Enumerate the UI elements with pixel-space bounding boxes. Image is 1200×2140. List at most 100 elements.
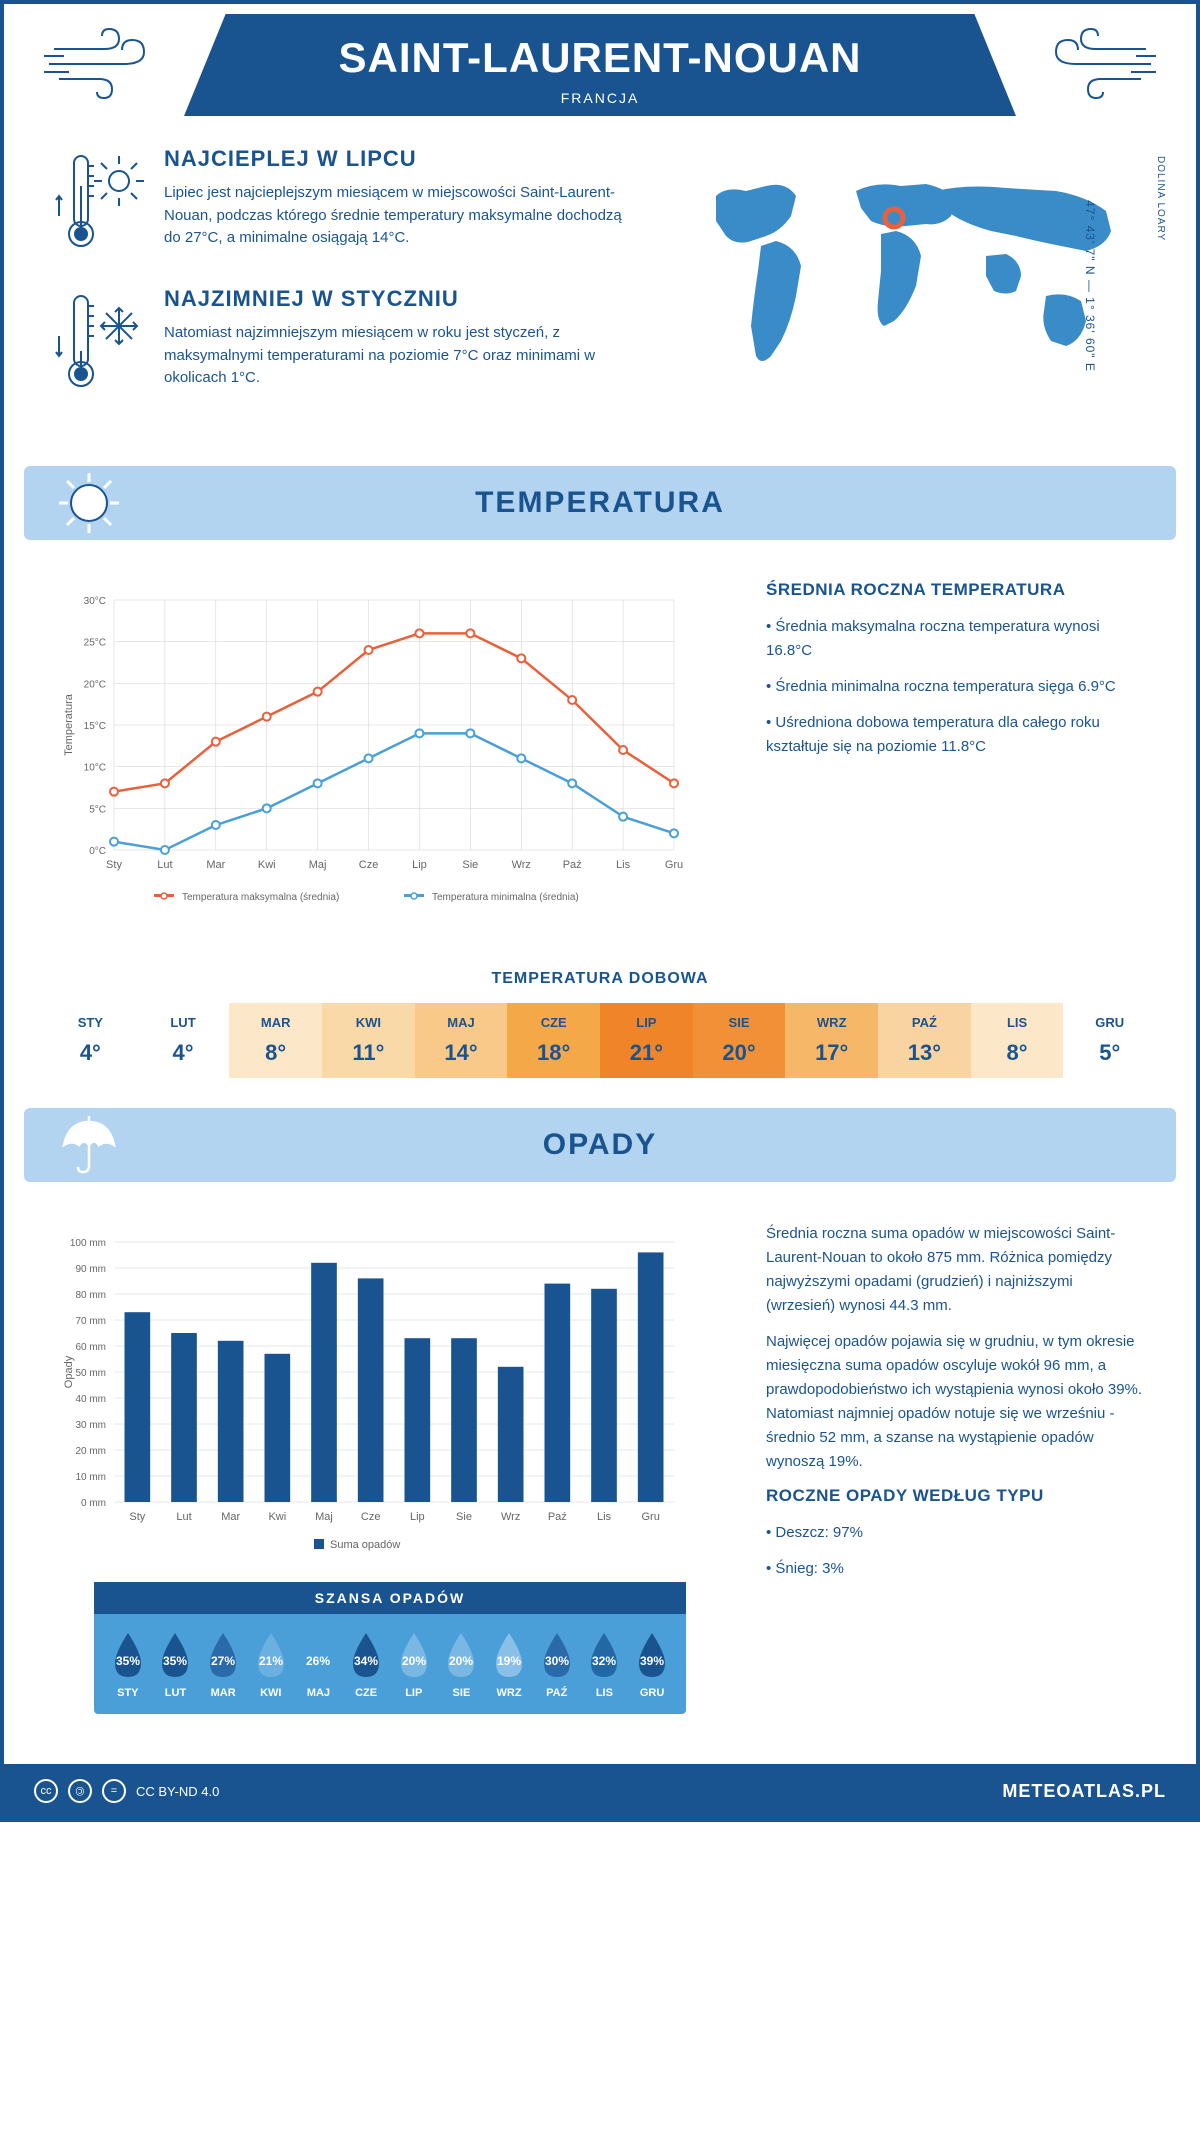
- daily-temp: 5°: [1063, 1040, 1156, 1066]
- wind-icon-left: [44, 24, 164, 104]
- daily-temp: 14°: [415, 1040, 508, 1066]
- chance-drop: 27%MAR: [202, 1629, 244, 1699]
- daily-temp: 8°: [971, 1040, 1064, 1066]
- daily-month: LIS: [971, 1015, 1064, 1030]
- drop-month: LUT: [154, 1687, 196, 1699]
- svg-text:30°C: 30°C: [84, 596, 106, 607]
- hottest-text: Lipiec jest najcieplejszym miesiącem w m…: [164, 182, 626, 250]
- svg-text:40 mm: 40 mm: [75, 1394, 106, 1405]
- temp-bullet: • Uśredniona dobowa temperatura dla całe…: [766, 711, 1146, 759]
- svg-text:Lis: Lis: [616, 859, 631, 871]
- yearly-precip-title: ROCZNE OPADY WEDŁUG TYPU: [766, 1486, 1146, 1506]
- svg-text:70 mm: 70 mm: [75, 1316, 106, 1327]
- svg-text:30 mm: 30 mm: [75, 1420, 106, 1431]
- annual-temp-title: ŚREDNIA ROCZNA TEMPERATURA: [766, 580, 1146, 600]
- daily-month: SIE: [693, 1015, 786, 1030]
- drop-month: LIP: [393, 1687, 435, 1699]
- drop-month: PAŹ: [536, 1687, 578, 1699]
- umbrella-icon: [54, 1110, 124, 1180]
- svg-text:34%: 34%: [354, 1654, 378, 1668]
- svg-text:Lip: Lip: [410, 1511, 425, 1523]
- svg-text:39%: 39%: [640, 1654, 664, 1668]
- svg-text:35%: 35%: [116, 1654, 140, 1668]
- svg-text:0°C: 0°C: [89, 846, 106, 857]
- daily-cell: MAJ 14°: [415, 1003, 508, 1078]
- daily-month: WRZ: [785, 1015, 878, 1030]
- intro-text: NAJCIEPLEJ W LIPCU Lipiec jest najcieple…: [54, 146, 626, 426]
- temp-bullet: • Średnia minimalna roczna temperatura s…: [766, 675, 1146, 699]
- license-text: CC BY-ND 4.0: [136, 1784, 219, 1799]
- daily-month: LUT: [137, 1015, 230, 1030]
- svg-text:26%: 26%: [306, 1654, 330, 1668]
- site-name: METEOATLAS.PL: [1002, 1781, 1166, 1802]
- svg-text:Kwi: Kwi: [258, 859, 276, 871]
- svg-text:Gru: Gru: [665, 859, 683, 871]
- header: SAINT-LAURENT-NOUAN FRANCJA: [4, 4, 1196, 116]
- svg-text:10°C: 10°C: [84, 763, 106, 774]
- svg-text:Temperatura: Temperatura: [63, 693, 75, 756]
- temp-bullet: • Średnia maksymalna roczna temperatura …: [766, 615, 1146, 663]
- svg-text:19%: 19%: [497, 1654, 521, 1668]
- daily-cell: WRZ 17°: [785, 1003, 878, 1078]
- svg-text:Temperatura maksymalna (średni: Temperatura maksymalna (średnia): [182, 892, 339, 903]
- svg-text:Cze: Cze: [361, 1511, 381, 1523]
- svg-text:Opady: Opady: [63, 1355, 75, 1388]
- daily-cell: SIE20°: [693, 1003, 786, 1078]
- city-name: SAINT-LAURENT-NOUAN: [184, 34, 1016, 82]
- coldest-text: Natomiast najzimniejszym miesiącem w rok…: [164, 322, 626, 390]
- svg-text:Sie: Sie: [456, 1511, 472, 1523]
- svg-text:90 mm: 90 mm: [75, 1264, 106, 1275]
- svg-text:20°C: 20°C: [84, 679, 106, 690]
- daily-cell: GRU 5°: [1063, 1003, 1156, 1078]
- chance-drop: 20%SIE: [440, 1629, 482, 1699]
- svg-text:Suma opadów: Suma opadów: [330, 1539, 400, 1551]
- thermometer-hot-icon: [54, 146, 144, 256]
- daily-temp: 13°: [878, 1040, 971, 1066]
- chance-title: SZANSA OPADÓW: [94, 1582, 686, 1614]
- wind-icon-right: [1036, 24, 1156, 104]
- daily-temp-title: TEMPERATURA DOBOWA: [4, 970, 1196, 988]
- daily-month: PAŹ: [878, 1015, 971, 1030]
- cc-icon: cc: [34, 1779, 58, 1803]
- daily-cell: MAR8°: [229, 1003, 322, 1078]
- chance-drop: 35%STY: [107, 1629, 149, 1699]
- svg-text:80 mm: 80 mm: [75, 1290, 106, 1301]
- daily-temp: 4°: [137, 1040, 230, 1066]
- daily-month: MAJ: [415, 1015, 508, 1030]
- chance-drop: 32%LIS: [583, 1629, 625, 1699]
- daily-month: LIP: [600, 1015, 693, 1030]
- daily-cell: KWI11°: [322, 1003, 415, 1078]
- drop-month: SIE: [440, 1687, 482, 1699]
- coldest-block: NAJZIMNIEJ W STYCZNIU Natomiast najzimni…: [54, 286, 626, 396]
- svg-text:32%: 32%: [592, 1654, 616, 1668]
- svg-text:20 mm: 20 mm: [75, 1446, 106, 1457]
- svg-text:15°C: 15°C: [84, 721, 106, 732]
- daily-month: GRU: [1063, 1015, 1156, 1030]
- svg-text:100 mm: 100 mm: [70, 1238, 106, 1249]
- drop-month: MAJ: [297, 1687, 339, 1699]
- daily-cell: LUT 4°: [137, 1003, 230, 1078]
- daily-temp: 8°: [229, 1040, 322, 1066]
- coordinates: 47° 43' 7" N — 1° 36' 60" E: [1083, 200, 1097, 372]
- daily-month: KWI: [322, 1015, 415, 1030]
- nd-icon: =: [102, 1779, 126, 1803]
- daily-temp: 18°: [507, 1040, 600, 1066]
- snow-pct: • Śnieg: 3%: [766, 1557, 1146, 1581]
- drop-month: CZE: [345, 1687, 387, 1699]
- daily-cell: CZE18°: [507, 1003, 600, 1078]
- country-name: FRANCJA: [184, 90, 1016, 106]
- svg-text:Sty: Sty: [129, 1511, 145, 1523]
- svg-text:Mar: Mar: [221, 1511, 240, 1523]
- chance-drop: 20%LIP: [393, 1629, 435, 1699]
- svg-text:Maj: Maj: [315, 1511, 333, 1523]
- svg-text:Sty: Sty: [106, 859, 122, 871]
- svg-text:Cze: Cze: [359, 859, 379, 871]
- svg-text:0 mm: 0 mm: [81, 1498, 106, 1509]
- svg-text:60 mm: 60 mm: [75, 1342, 106, 1353]
- svg-text:Wrz: Wrz: [512, 859, 531, 871]
- svg-text:25°C: 25°C: [84, 638, 106, 649]
- drop-month: MAR: [202, 1687, 244, 1699]
- daily-temp: 17°: [785, 1040, 878, 1066]
- precipitation-chart: 0 mm10 mm20 mm30 mm40 mm50 mm60 mm70 mm8…: [54, 1222, 726, 1734]
- chance-drop: 30%PAŹ: [536, 1629, 578, 1699]
